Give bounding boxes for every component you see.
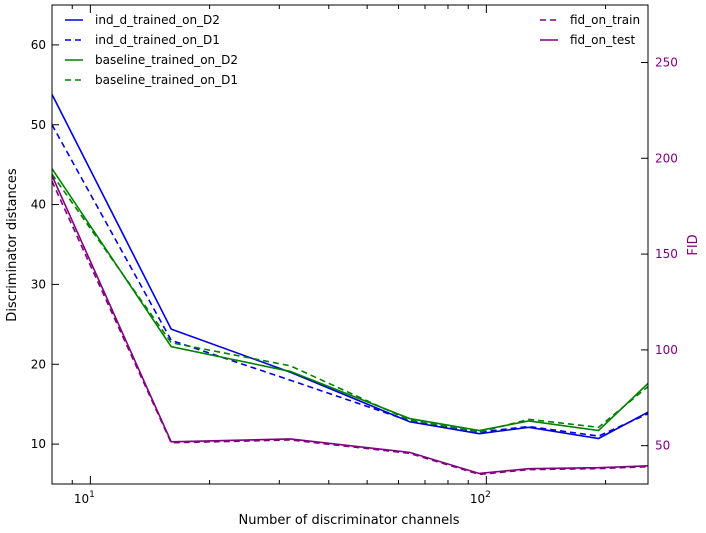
legend-label: ind_d_trained_on_D2 [95, 13, 220, 27]
y-tick-label: 30 [31, 277, 46, 291]
series-line-ind_d_trained_on_D2 [51, 94, 649, 440]
legend-entry-ind_d_trained_on_D2: ind_d_trained_on_D2 [65, 13, 220, 27]
legend-label: fid_on_test [570, 33, 635, 47]
series-line-fid_on_train [51, 180, 649, 476]
legend-entry-fid_on_train: fid_on_train [540, 13, 640, 27]
y2-axis-label: FID [686, 234, 701, 255]
plot-frame [51, 4, 649, 485]
y2-tick-label: 200 [655, 151, 678, 165]
legend-entry-fid_on_test: fid_on_test [540, 33, 635, 47]
legend-label: ind_d_trained_on_D1 [95, 33, 220, 47]
x-tick-label: 102 [470, 490, 491, 506]
legend-label: baseline_trained_on_D2 [95, 53, 238, 67]
y-tick-label: 50 [31, 118, 46, 132]
series-line-ind_d_trained_on_D1 [51, 124, 649, 437]
y2-tick-label: 50 [655, 439, 670, 453]
y-tick-label: 20 [31, 357, 46, 371]
series-line-baseline_trained_on_D1 [51, 173, 649, 433]
x-tick-label: 101 [74, 490, 95, 506]
series-line-fid_on_test [51, 175, 649, 475]
legend-entry-baseline_trained_on_D2: baseline_trained_on_D2 [65, 53, 238, 67]
y2-tick-label: 150 [655, 247, 678, 261]
legend-label: fid_on_train [570, 13, 640, 27]
legend-label: baseline_trained_on_D1 [95, 73, 238, 87]
y2-tick-label: 100 [655, 343, 678, 357]
y-tick-label: 40 [31, 198, 46, 212]
y-axis-label: Discriminator distances [5, 168, 20, 322]
legend-entry-ind_d_trained_on_D1: ind_d_trained_on_D1 [65, 33, 220, 47]
plot-lines [51, 94, 649, 476]
legend-entry-baseline_trained_on_D1: baseline_trained_on_D1 [65, 73, 238, 87]
y2-tick-label: 250 [655, 55, 678, 69]
legends: ind_d_trained_on_D2 ind_d_trained_on_D1ba… [65, 13, 640, 87]
axes: 10 20 30 40 50 60 50 100 150 200 250 101 102 [31, 4, 678, 506]
series-line-baseline_trained_on_D2 [51, 168, 649, 432]
y-tick-label: 60 [31, 38, 46, 52]
x-axis-label: Number of discriminator channels [239, 513, 460, 528]
y-tick-label: 10 [31, 437, 46, 451]
